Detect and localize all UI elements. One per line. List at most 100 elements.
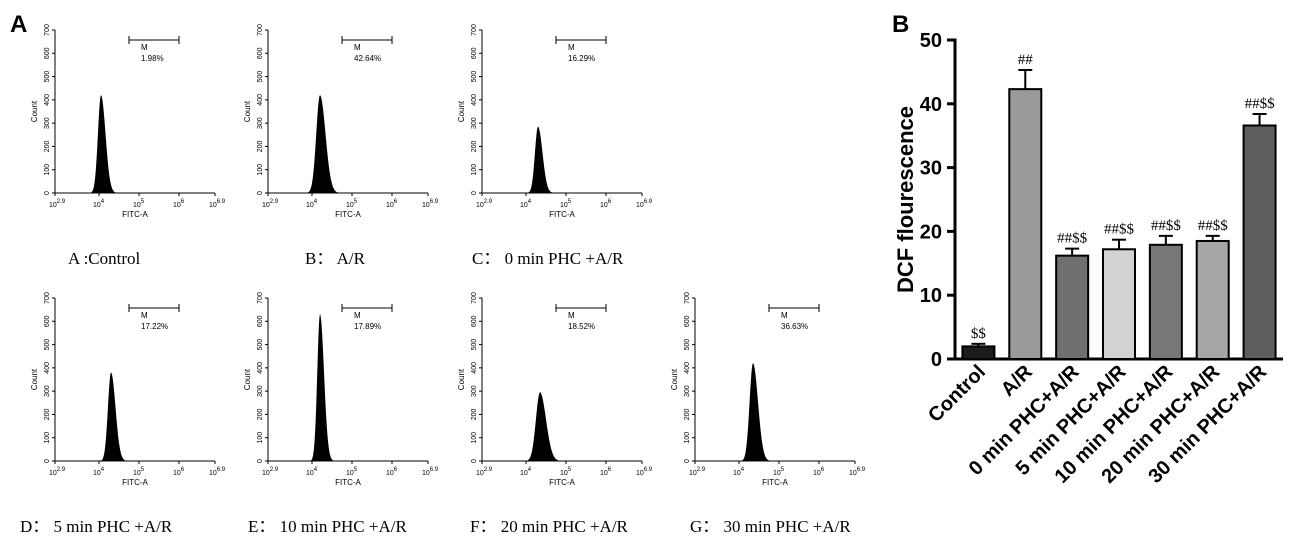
y-tick-label: 700 [257,24,264,36]
x-tick-base: 10 [93,202,101,209]
y-tick-label: 700 [257,292,264,304]
x-tick-base: 10 [306,470,314,477]
gate-label: M [354,311,361,320]
x-tick-label: 106 [600,199,612,209]
x-tick-exp: 5 [781,467,785,473]
x-tick-label: 104 [306,199,318,209]
panel-caption: A :Control [68,249,141,268]
x-tick-base: 10 [173,470,181,477]
x-axis-label: FITC-A [762,478,788,487]
panel-caption: E： 10 min PHC +A/R [248,517,407,536]
histogram-peak [482,126,642,193]
x-tick-base: 10 [476,470,484,477]
y-tick-label: 0 [44,459,51,463]
x-tick-base: 10 [636,202,644,209]
x-tick-base: 10 [560,470,568,477]
gate-label: M [568,311,575,320]
significance-label: ##$$ [1104,222,1135,238]
y-tick-label: 0 [257,459,264,463]
x-tick-exp: 6.9 [644,467,653,473]
x-tick-label: 102.9 [49,467,66,477]
x-tick-exp: 2.9 [697,467,706,473]
bar-y-tick-label: 30 [920,158,942,180]
y-tick-label: 100 [471,164,478,176]
x-tick-label: 105 [133,199,145,209]
significance-label: ## [1018,52,1034,68]
x-tick-exp: 5 [141,467,145,473]
x-tick-label: 106.9 [422,467,439,477]
x-tick-base: 10 [386,202,394,209]
panel-caption: D： 5 min PHC +A/R [20,517,173,536]
y-tick-label: 600 [257,315,264,327]
x-tick-label: 102.9 [262,199,279,209]
y-axis-label: Count [457,368,466,390]
bar [961,345,996,361]
x-tick-label: 106.9 [636,199,653,209]
y-tick-label: 300 [44,385,51,397]
x-tick-exp: 6.9 [430,467,439,473]
panel-a-letter: A [10,11,27,38]
x-tick-exp: 4 [101,467,105,473]
x-tick-label: 102.9 [262,467,279,477]
x-tick-exp: 5 [568,199,572,205]
x-tick-label: 105 [560,199,572,209]
y-tick-label: 600 [471,47,478,59]
x-tick-exp: 6 [181,467,185,473]
y-tick-label: 300 [471,385,478,397]
x-tick-label: 106.9 [422,199,439,209]
x-tick-label: 106 [386,467,398,477]
y-tick-label: 600 [257,47,264,59]
y-tick-label: 200 [257,408,264,420]
x-tick-base: 10 [209,470,217,477]
gate-percent: 16.29% [568,54,595,63]
y-axis-label: Count [243,100,252,122]
x-tick-exp: 2.9 [484,467,493,473]
y-tick-label: 400 [257,94,264,106]
y-tick-label: 700 [44,292,51,304]
x-tick-exp: 6.9 [430,199,439,205]
x-tick-base: 10 [209,202,217,209]
y-tick-label: 200 [471,140,478,152]
y-tick-label: 700 [471,292,478,304]
y-axis-label: Count [30,100,39,122]
x-tick-label: 102.9 [476,199,493,209]
x-tick-exp: 4 [741,467,745,473]
panel-caption: F： 20 min PHC +A/R [470,517,629,536]
y-tick-label: 400 [257,362,264,374]
gate-percent: 36.63% [781,322,808,331]
significance-label: ##$$ [1151,218,1182,234]
x-tick-base: 10 [560,202,568,209]
x-tick-label: 104 [520,199,532,209]
y-tick-label: 300 [44,117,51,129]
x-tick-base: 10 [476,202,484,209]
x-tick-base: 10 [173,202,181,209]
gate-percent: 42.64% [354,54,381,63]
x-tick-base: 10 [93,470,101,477]
gate-label: M [568,43,575,52]
x-tick-label: 104 [306,467,318,477]
x-axis-label: FITC-A [549,478,575,487]
x-tick-base: 10 [306,202,314,209]
x-tick-base: 10 [262,470,270,477]
y-tick-label: 200 [44,408,51,420]
x-tick-label: 105 [560,467,572,477]
y-tick-label: 500 [684,339,691,351]
x-tick-exp: 5 [568,467,572,473]
x-axis-label: FITC-A [122,478,148,487]
x-tick-exp: 6 [608,467,612,473]
x-tick-label: 102.9 [689,467,706,477]
x-tick-exp: 6 [394,199,398,205]
y-tick-label: 500 [44,71,51,83]
y-tick-label: 100 [684,432,691,444]
y-tick-label: 400 [471,362,478,374]
x-tick-label: 104 [733,467,745,477]
x-tick-label: 106.9 [209,467,226,477]
x-tick-label: 104 [520,467,532,477]
bar [1195,239,1230,360]
x-tick-label: 106.9 [636,467,653,477]
